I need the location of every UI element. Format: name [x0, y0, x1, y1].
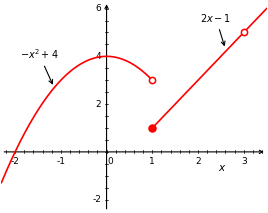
- Text: 4: 4: [95, 52, 101, 61]
- Text: 2: 2: [95, 100, 101, 109]
- Text: x: x: [218, 163, 224, 173]
- Text: $2x-1$: $2x-1$: [200, 12, 232, 45]
- Text: 2: 2: [195, 157, 201, 166]
- Text: 6: 6: [95, 4, 101, 13]
- Text: -2: -2: [11, 157, 20, 166]
- Text: 1: 1: [150, 157, 155, 166]
- Text: -1: -1: [56, 157, 65, 166]
- Text: 3: 3: [241, 157, 247, 166]
- Text: -2: -2: [92, 195, 101, 204]
- Text: 0: 0: [107, 157, 113, 166]
- Text: $-x^2+4$: $-x^2+4$: [20, 47, 58, 84]
